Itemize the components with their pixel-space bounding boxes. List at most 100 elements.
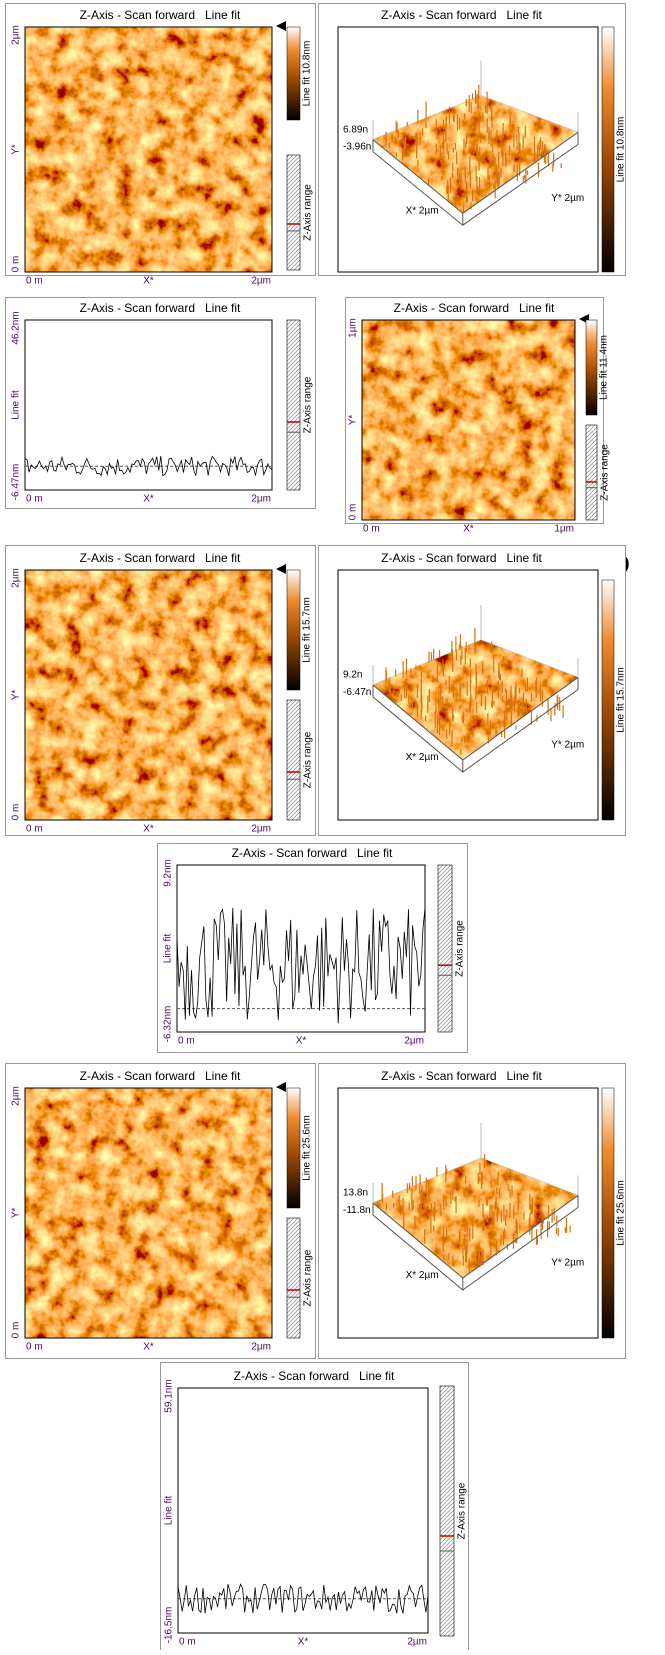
range-label: Z-Axis range [303,184,314,241]
y-top-label: 2µm [11,25,22,45]
range-label: Z-Axis range [600,444,611,501]
x-axis-label: X* [298,1637,309,1648]
y-top-label: 2µm [11,568,22,588]
y-top-label: 9.2nm [163,859,174,887]
x-axis-label: X* 2µm [406,752,439,763]
range-box [286,699,301,821]
panel-frame [5,297,316,509]
range-box [286,1217,301,1339]
scan-arrow [276,564,286,574]
range-box [437,864,453,1033]
z-top-label: 9.2n [343,670,362,681]
plot-border [177,1387,429,1634]
plot-border [24,319,273,491]
x-right-label: 2µm [251,276,271,287]
x-axis-label: X* [143,494,154,505]
x-right-label: 2µm [251,494,271,505]
colorbar-label: Line fit 25.6nm [616,1180,627,1246]
y-top-label: 46.2nm [11,311,22,344]
x-left-label: 0 m [178,1036,195,1047]
plot-border [176,864,426,1033]
panel-title: Z-Axis - Scan forward Line fit [80,8,241,22]
y-bottom-label: 0 m [11,804,22,821]
z-top-label: 13.8n [343,1188,368,1199]
colorbar [585,319,598,416]
x-axis-label: X* [296,1036,307,1047]
range-label: Z-Axis range [455,920,466,977]
range-box [286,319,301,491]
range-box [439,1385,455,1637]
y-axis-label: Line fit [163,934,174,964]
profile-line [177,1583,429,1614]
plot-border [337,26,599,273]
x-left-label: 0 m [26,276,43,287]
x-left-label: 0 m [26,494,43,505]
x-right-label: 2µm [404,1036,424,1047]
colorbar [286,26,301,121]
colorbar [286,569,301,691]
y-axis-label: Y* 2µm [551,1258,584,1269]
x-right-label: 2µm [251,1342,271,1353]
y-bottom-label: -6.47nm [11,464,22,501]
colorbar [601,1087,615,1339]
x-right-label: 1µm [554,524,574,535]
colorbar [286,1087,301,1209]
panel-frame [160,1362,469,1651]
surface-edge [372,677,579,774]
panel-frame [157,843,468,1053]
afm-image [25,1088,272,1338]
y-bottom-label: 0 m [11,256,22,273]
x-axis-label: X* [143,276,154,287]
plot-border [24,1087,273,1339]
surface-spikes [385,84,562,213]
x-axis-label: X* [143,824,154,835]
y-bottom-label: -16.5nm [164,1607,175,1644]
x-right-label: 2µm [407,1637,427,1648]
y-axis-label: Y* [11,144,22,155]
afm-image [25,570,272,820]
afm-image [362,320,575,520]
panel-title: Z-Axis - Scan forward Line fit [232,846,393,860]
afm-image [25,27,272,272]
scan-arrow [276,21,286,31]
plot-border [24,26,273,273]
range-label: Z-Axis range [457,1482,468,1539]
profile-line [24,455,273,477]
y-axis-label: Y* [11,690,22,701]
plot-border [337,1087,599,1339]
y-bottom-label: -6.32nm [163,1006,174,1043]
y-axis-label: Y* 2µm [551,193,584,204]
scan-arrow [276,1082,286,1092]
z-bottom-label: -3.96n [343,142,371,153]
panel-title: Z-Axis - Scan forward Line fit [234,1369,395,1383]
y-axis-label: Line fit [11,390,22,420]
x-left-label: 0 m [363,524,380,535]
z-top-label: 6.89n [343,125,368,136]
x-left-label: 0 m [26,1342,43,1353]
range-box [286,154,301,271]
range-box [585,424,598,521]
y-axis-label: Line fit [164,1496,175,1526]
surface-spikes [383,628,564,755]
colorbar-label: Line fit 10.8nm [616,117,627,183]
y-bottom-label: 0 m [11,1322,22,1339]
y-axis-label: Y* [11,1208,22,1219]
z-bottom-label: -6.47n [343,687,371,698]
colorbar [601,26,615,273]
x-axis-label: X* [463,524,474,535]
x-axis-label: X* 2µm [406,1270,439,1281]
colorbar [601,579,615,821]
y-bottom-label: 0 m [348,504,359,521]
colorbar-label: Line fit 25.6nm [302,1115,313,1181]
profile-line [176,907,426,1024]
panel-title: Z-Axis - Scan forward Line fit [381,1069,542,1083]
panel-title: Z-Axis - Scan forward Line fit [80,301,241,315]
y-axis-label: Y* 2µm [551,740,584,751]
x-right-label: 2µm [251,824,271,835]
panel-title: Z-Axis - Scan forward Line fit [80,551,241,565]
colorbar-label: Line fit 11.4nm [599,335,610,400]
panel-title: Z-Axis - Scan forward Line fit [381,551,542,565]
colorbar-label: Line fit 15.7nm [302,597,313,663]
